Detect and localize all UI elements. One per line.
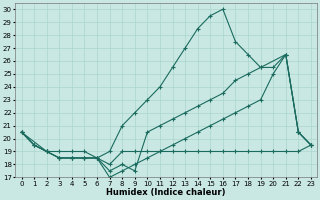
X-axis label: Humidex (Indice chaleur): Humidex (Indice chaleur)	[107, 188, 226, 197]
